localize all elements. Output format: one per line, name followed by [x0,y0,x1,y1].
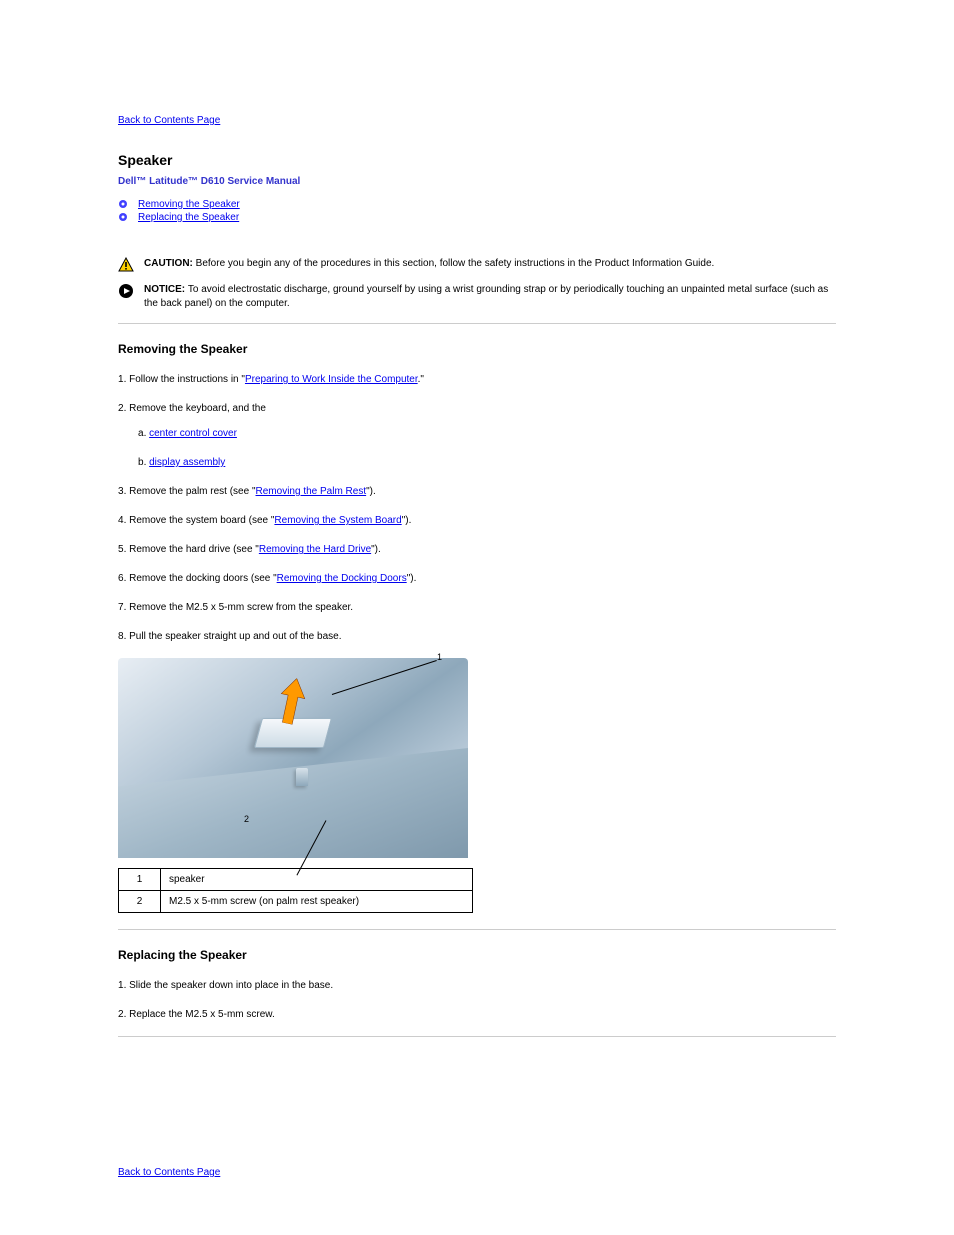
substep-item: center control cover [138,426,836,441]
remove-heading: Removing the Speaker [118,342,836,356]
step-item: Remove the hard drive (see "Removing the… [118,542,836,557]
part-name: speaker [161,869,473,891]
step-item: Pull the speaker straight up and out of … [118,629,836,644]
caution-icon [118,257,134,273]
diagram-callout-1: 1 [437,652,442,662]
caution-label: CAUTION: [144,258,196,269]
step-link[interactable]: Removing the System Board [274,515,401,526]
step-item: Remove the system board (see "Removing t… [118,513,836,528]
back-link-top: Back to Contents Page [118,115,836,126]
step-link[interactable]: Removing the Palm Rest [256,486,367,497]
bullet-icon [118,212,128,222]
step-item: Remove the docking doors (see "Removing … [118,571,836,586]
back-to-contents-link[interactable]: Back to Contents Page [118,1167,220,1178]
back-link-bottom: Back to Contents Page [118,1167,836,1178]
caution-text: Before you begin any of the procedures i… [196,258,715,269]
notice-callout: NOTICE: To avoid electrostatic discharge… [118,283,836,311]
notice-icon [118,283,134,299]
diagram-callout-2: 2 [244,814,249,824]
step-link[interactable]: center control cover [149,428,237,439]
step-item: Slide the speaker down into place in the… [118,978,836,993]
divider [118,1036,836,1037]
step-link[interactable]: Removing the Docking Doors [277,573,407,584]
part-number: 1 [119,869,161,891]
section-nav: Removing the Speaker Replacing the Speak… [118,199,836,223]
divider [118,323,836,324]
step-link[interactable]: display assembly [149,457,225,468]
back-to-contents-link[interactable]: Back to Contents Page [118,115,220,126]
page-title: Speaker [118,152,836,168]
step-link[interactable]: Preparing to Work Inside the Computer [245,374,418,385]
nav-remove-speaker-link[interactable]: Removing the Speaker [138,199,240,210]
part-number: 2 [119,891,161,913]
notice-text: To avoid electrostatic discharge, ground… [144,284,828,309]
nav-replace-speaker-link[interactable]: Replacing the Speaker [138,212,239,223]
manual-subtitle: Dell™ Latitude™ D610 Service Manual [118,176,836,187]
part-name: M2.5 x 5-mm screw (on palm rest speaker) [161,891,473,913]
divider [118,929,836,930]
bullet-icon [118,199,128,209]
replace-steps-list: Slide the speaker down into place in the… [118,978,836,1022]
caution-callout: CAUTION: Before you begin any of the pro… [118,257,836,273]
step-item: Remove the keyboard, and the center cont… [118,401,836,470]
step-link[interactable]: Removing the Hard Drive [259,544,371,555]
substep-item: display assembly [138,455,836,470]
step-item: Remove the palm rest (see "Removing the … [118,484,836,499]
remove-steps-list: Follow the instructions in "Preparing to… [118,372,836,644]
replace-heading: Replacing the Speaker [118,948,836,962]
notice-label: NOTICE: [144,284,188,295]
step-item: Replace the M2.5 x 5-mm screw. [118,1007,836,1022]
speaker-diagram: 1 2 [118,658,468,858]
table-row: 2M2.5 x 5-mm screw (on palm rest speaker… [119,891,473,913]
step-item: Follow the instructions in "Preparing to… [118,372,836,387]
step-item: Remove the M2.5 x 5-mm screw from the sp… [118,600,836,615]
table-row: 1speaker [119,869,473,891]
